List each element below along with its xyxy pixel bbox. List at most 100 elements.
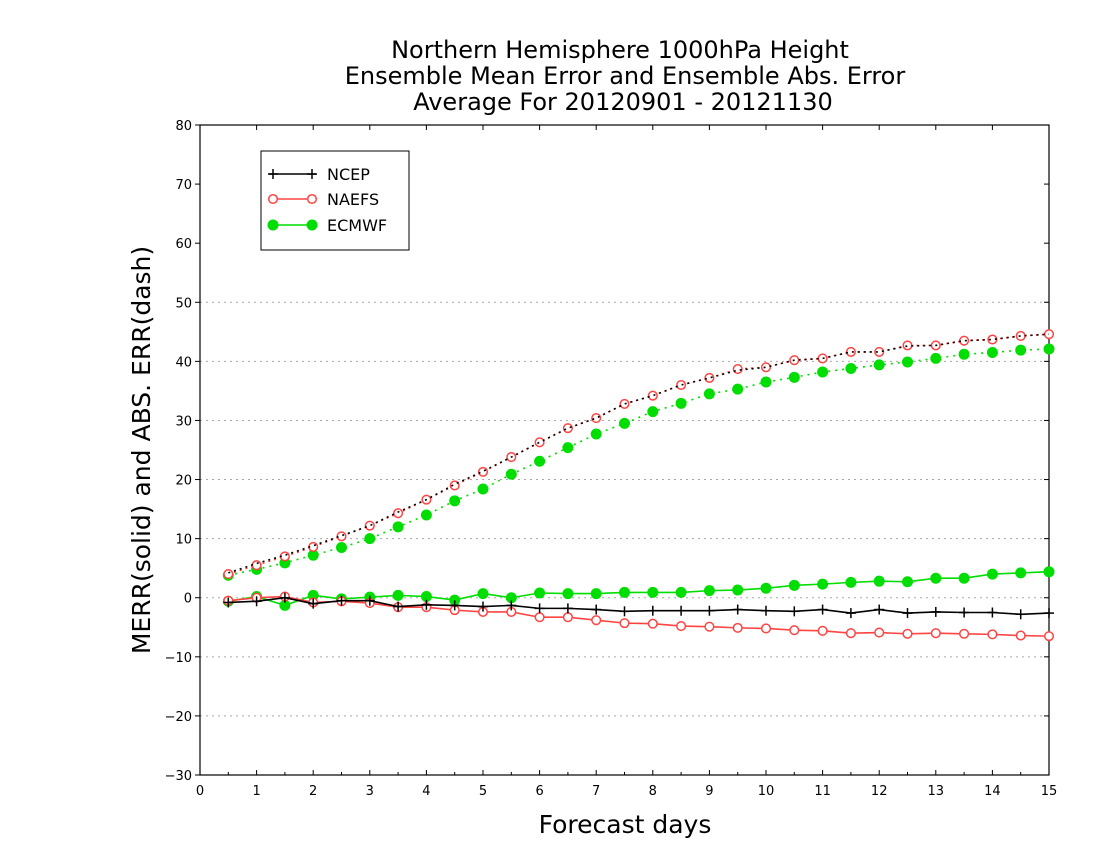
- x-tick-label: 11: [814, 784, 831, 799]
- abs-err-point: [1015, 344, 1027, 356]
- merr-point: [279, 592, 290, 603]
- x-tick-label: 8: [649, 784, 657, 799]
- merr-point: [817, 625, 828, 636]
- abs-err-point: [251, 560, 262, 571]
- merr-point: [703, 585, 715, 597]
- abs-err-point: [449, 495, 461, 507]
- merr-point: [308, 598, 319, 609]
- abs-err-point: [392, 521, 404, 533]
- series-ncep-merr: [223, 592, 1054, 620]
- legend-marker-left: [268, 169, 278, 179]
- abs-err-point: [647, 406, 659, 418]
- abs-err-point: [364, 520, 375, 531]
- merr-point: [789, 606, 800, 617]
- y-tick-label: 50: [175, 296, 192, 311]
- legend-box: [260, 150, 410, 251]
- y-tick-label: 0: [184, 592, 192, 607]
- y-tick-label: −30: [165, 769, 192, 784]
- abs-err-point: [874, 346, 885, 357]
- abs-err-point: [590, 428, 602, 440]
- merr-point: [986, 568, 998, 580]
- data-series: [222, 329, 1055, 642]
- merr-point: [506, 600, 517, 611]
- merr-point: [760, 582, 772, 594]
- merr-point: [647, 618, 658, 629]
- abs-err-point: [420, 509, 432, 521]
- x-tick-label: 13: [928, 784, 945, 799]
- merr-point: [987, 629, 998, 640]
- abs-err-line: [228, 333, 1050, 574]
- x-tick-label: 2: [309, 784, 317, 799]
- merr-point: [251, 596, 262, 607]
- merr-point: [704, 621, 715, 632]
- merr-point: [845, 576, 857, 588]
- merr-point: [789, 625, 800, 636]
- series-ncep-abs-err: [228, 333, 1050, 574]
- series-naefs-merr: [223, 591, 1055, 642]
- abs-err-point: [505, 468, 517, 480]
- merr-point: [1015, 609, 1026, 620]
- y-tick-label: 10: [175, 533, 192, 548]
- merr-point: [704, 605, 715, 616]
- merr-point: [591, 615, 602, 626]
- abs-err-point: [760, 376, 772, 388]
- merr-point: [364, 595, 375, 606]
- x-tick-label: 1: [252, 784, 260, 799]
- merr-point: [930, 606, 941, 617]
- merr-point: [336, 595, 347, 606]
- merr-point: [675, 586, 687, 598]
- abs-err-point: [534, 437, 545, 448]
- y-tick-label: 30: [175, 414, 192, 429]
- y-tick-label: 80: [175, 119, 192, 134]
- merr-point: [817, 604, 828, 615]
- merr-point: [676, 605, 687, 616]
- abs-err-point: [817, 366, 829, 378]
- merr-point: [562, 612, 573, 623]
- merr-point: [902, 576, 913, 588]
- abs-err-point: [732, 383, 744, 395]
- series-naefs-abs-err: [223, 329, 1055, 580]
- merr-point: [761, 605, 771, 616]
- abs-err-point: [279, 551, 290, 562]
- chart-title: Northern Hemisphere 1000hPa Height Ensem…: [345, 36, 906, 116]
- abs-err-point: [873, 359, 885, 371]
- merr-point: [1015, 630, 1026, 641]
- abs-err-point: [562, 423, 573, 434]
- abs-err-point: [902, 340, 913, 351]
- abs-err-point: [704, 372, 715, 383]
- merr-point: [449, 600, 460, 611]
- x-tick-label: 12: [871, 784, 888, 799]
- abs-err-point: [591, 413, 602, 424]
- y-axis-label: MERR(solid) and ABS. ERR(dash): [127, 246, 156, 654]
- merr-point: [619, 606, 630, 617]
- abs-err-point: [1015, 330, 1026, 342]
- merr-point: [817, 578, 829, 590]
- legend-marker-right: [306, 193, 318, 205]
- legend: NCEP NAEFS ECMWF: [260, 150, 410, 251]
- merr-point: [562, 588, 574, 600]
- abs-err-point: [958, 348, 970, 360]
- abs-err-point: [647, 390, 658, 401]
- x-tick-label: 14: [984, 784, 1001, 799]
- merr-point: [534, 603, 545, 614]
- abs-err-point: [393, 508, 404, 519]
- x-tick-label: 0: [196, 784, 204, 799]
- abs-err-point: [676, 379, 687, 391]
- x-tick-label: 7: [592, 784, 600, 799]
- merr-point: [1044, 608, 1054, 619]
- title-line-2: Ensemble Mean Error and Ensemble Abs. Er…: [345, 62, 906, 90]
- legend-marker-right: [306, 219, 318, 231]
- merr-point: [619, 618, 630, 629]
- abs-err-point: [703, 388, 715, 400]
- merr-point: [619, 586, 630, 598]
- legend-entry-naefs: NAEFS: [267, 190, 379, 209]
- series-ecmwf-abs-err: [222, 343, 1055, 581]
- y-tick-label: −20: [165, 710, 192, 725]
- legend-marker-left: [267, 219, 279, 231]
- merr-point: [590, 588, 602, 600]
- merr-point: [760, 623, 772, 634]
- series-ecmwf-merr: [222, 566, 1055, 611]
- merr-line: [228, 596, 1050, 616]
- merr-point: [930, 628, 941, 639]
